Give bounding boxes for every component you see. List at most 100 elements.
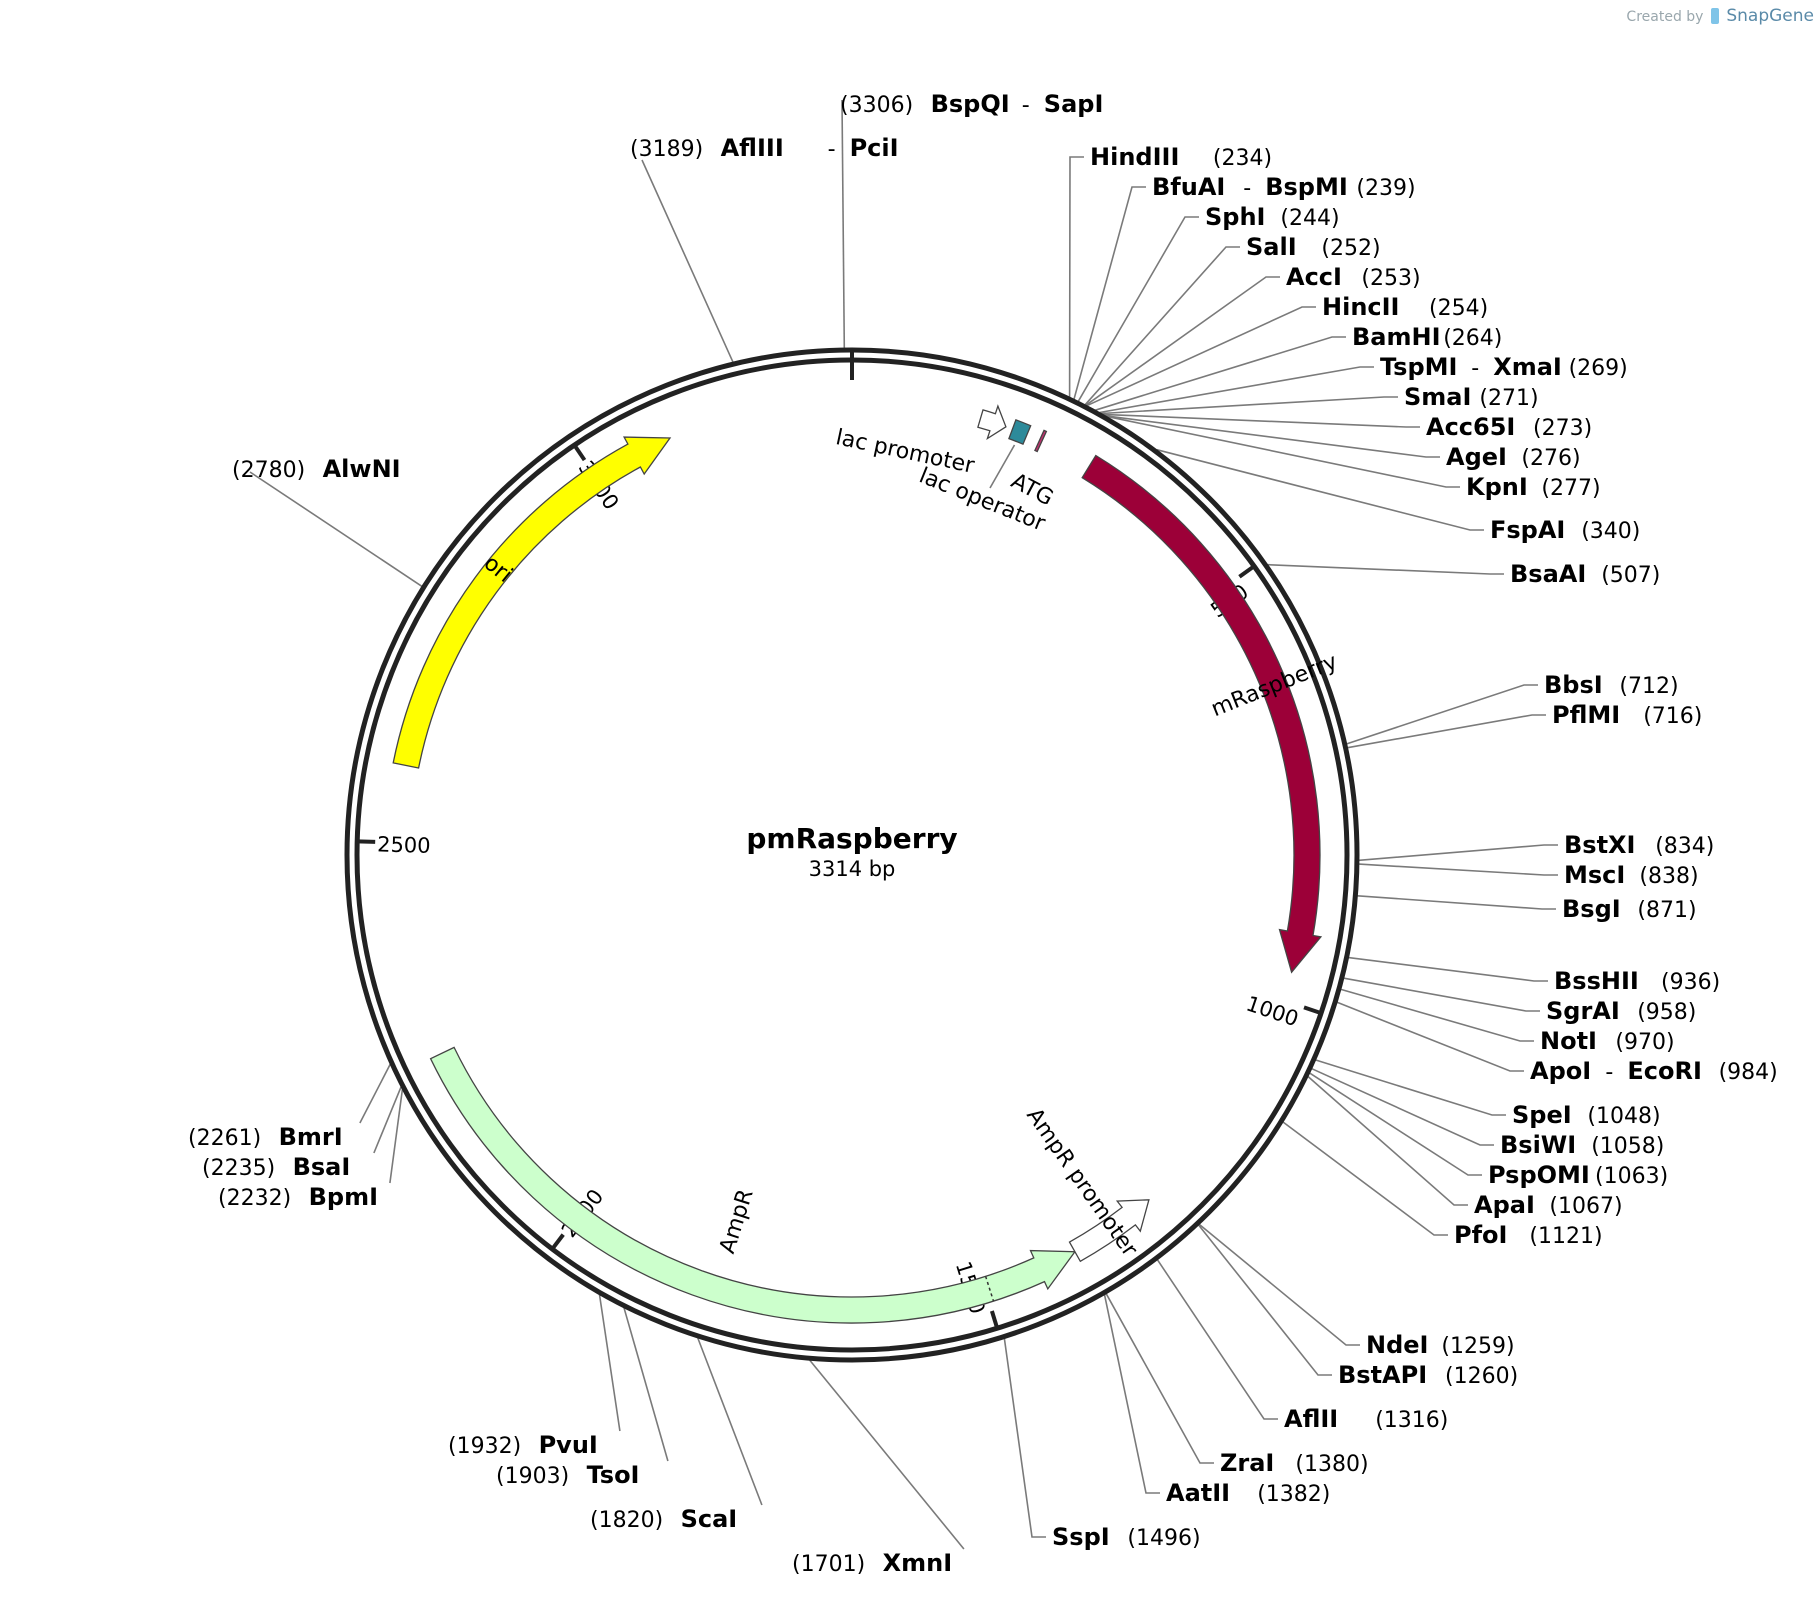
- site-leader-lines: [249, 99, 1558, 1550]
- feature-ori[interactable]: ori: [392, 436, 672, 769]
- site-pvui[interactable]: (1932) PvuI: [448, 1431, 598, 1459]
- tick-label-2500: 2500: [377, 832, 431, 857]
- site-pspomi[interactable]: PspOMI (1063): [1488, 1161, 1668, 1189]
- feature-shape-ampr-promoter[interactable]: [1068, 1199, 1150, 1263]
- site-zrai[interactable]: ZraI (1380): [1220, 1449, 1369, 1477]
- site-position: (1058): [1591, 1134, 1664, 1159]
- site-aflii[interactable]: AflII (1316): [1284, 1405, 1448, 1433]
- site-afliii[interactable]: (3189) AflIII - PciI: [630, 134, 899, 162]
- feature-shape-ori[interactable]: [392, 436, 672, 769]
- site-smai[interactable]: SmaI (271): [1404, 383, 1539, 411]
- feature-label-ampr: AmpR: [715, 1186, 759, 1256]
- site-name: BpmI: [309, 1183, 378, 1211]
- site-sgrai[interactable]: SgrAI (958): [1546, 997, 1696, 1025]
- site-position: (838): [1639, 864, 1698, 889]
- site-bpmi[interactable]: (2232) BpmI: [218, 1183, 378, 1211]
- site-leader-pvui: [598, 1294, 621, 1432]
- site-spei[interactable]: SpeI (1048): [1512, 1101, 1661, 1129]
- site-bfuai[interactable]: BfuAI - BspMI (239): [1152, 173, 1416, 201]
- site-leader-apai: [1307, 1075, 1468, 1206]
- site-leader-noti: [1340, 988, 1534, 1042]
- site-bbsi[interactable]: BbsI (712): [1544, 671, 1679, 699]
- site-bamhi[interactable]: BamHI (264): [1352, 323, 1502, 351]
- site-name-2: SapI: [1044, 90, 1104, 118]
- credit-created-by: Created by: [1626, 9, 1704, 25]
- site-leader-ndei: [1198, 1223, 1360, 1346]
- site-apoi[interactable]: ApoI - EcoRI (984): [1530, 1057, 1778, 1085]
- site-position: (1932): [448, 1434, 521, 1459]
- site-position: (269): [1569, 356, 1628, 381]
- site-msci[interactable]: MscI (838): [1564, 861, 1699, 889]
- feature-shape-lac-operator[interactable]: [1008, 418, 1032, 446]
- site-name: BbsI: [1544, 671, 1603, 699]
- site-bsiwi[interactable]: BsiWI (1058): [1500, 1131, 1664, 1159]
- site-leader-bbsi: [1346, 684, 1538, 745]
- site-bspqi[interactable]: (3306) BspQI - SapI: [840, 90, 1103, 118]
- site-bmri[interactable]: (2261) BmrI: [188, 1123, 343, 1151]
- site-tspmi[interactable]: TspMI - XmaI (269): [1380, 353, 1628, 381]
- site-separator: -: [1022, 93, 1030, 118]
- site-ndei[interactable]: NdeI (1259): [1366, 1331, 1515, 1359]
- site-pflmi[interactable]: PflMI (716): [1552, 701, 1702, 729]
- site-position: (1380): [1295, 1452, 1368, 1477]
- site-name: FspAI: [1490, 516, 1565, 544]
- site-position: (958): [1637, 1000, 1696, 1025]
- site-hincii[interactable]: HincII (254): [1322, 293, 1488, 321]
- feature-ampr[interactable]: AmpR: [429, 1046, 1077, 1324]
- site-leader-bsai: [373, 1086, 402, 1154]
- site-name: SspI: [1052, 1523, 1110, 1551]
- site-position: (254): [1429, 296, 1488, 321]
- site-name: TsoI: [587, 1461, 640, 1489]
- feature-mraspberry[interactable]: mRaspberry: [1081, 454, 1341, 974]
- feature-shape-mraspberry[interactable]: [1081, 454, 1323, 974]
- site-name: BsiWI: [1500, 1131, 1576, 1159]
- site-bsaai[interactable]: BsaAI (507): [1510, 560, 1660, 588]
- site-leader-alwni: [249, 471, 423, 588]
- site-agei[interactable]: AgeI (276): [1446, 443, 1581, 471]
- site-apai[interactable]: ApaI (1067): [1474, 1191, 1623, 1219]
- site-acci[interactable]: AccI (253): [1286, 263, 1421, 291]
- site-leader-spei: [1315, 1059, 1506, 1116]
- site-acc65i[interactable]: Acc65I (273): [1426, 413, 1592, 441]
- site-position: (2261): [188, 1126, 261, 1151]
- site-bsgi[interactable]: BsgI (871): [1562, 895, 1697, 923]
- site-pfoi[interactable]: PfoI (1121): [1454, 1221, 1603, 1249]
- site-separator: -: [1605, 1060, 1613, 1085]
- site-bsai[interactable]: (2235) BsaI: [202, 1153, 350, 1181]
- site-bsshii[interactable]: BssHII (936): [1554, 967, 1720, 995]
- site-leader-acci: [1085, 276, 1280, 406]
- site-scai[interactable]: (1820) ScaI: [590, 1505, 737, 1533]
- site-bstxi[interactable]: BstXI (834): [1564, 831, 1714, 859]
- feature-lac-promoter[interactable]: lac promoter: [834, 404, 1007, 479]
- site-name: PvuI: [539, 1431, 598, 1459]
- site-position: (253): [1361, 266, 1420, 291]
- site-sphi[interactable]: SphI (244): [1205, 203, 1340, 231]
- site-xmni[interactable]: (1701) XmnI: [792, 1549, 952, 1577]
- site-position: (984): [1719, 1060, 1778, 1085]
- site-leader-acc65i: [1102, 413, 1420, 428]
- site-sspi[interactable]: SspI (1496): [1052, 1523, 1201, 1551]
- site-position: (244): [1280, 206, 1339, 231]
- site-kpni[interactable]: KpnI (277): [1466, 473, 1601, 501]
- site-aatii[interactable]: AatII (1382): [1166, 1479, 1330, 1507]
- site-hindiii[interactable]: HindIII (234): [1090, 143, 1272, 171]
- site-leader-msci: [1358, 863, 1558, 876]
- feature-shape-ampr[interactable]: [429, 1046, 1077, 1324]
- site-noti[interactable]: NotI (970): [1540, 1027, 1675, 1055]
- site-bstapi[interactable]: BstAPI (1260): [1338, 1361, 1518, 1389]
- feature-shape-lac-promoter[interactable]: [977, 404, 1007, 441]
- feature-label-lac-promoter: lac promoter: [834, 425, 978, 479]
- site-fspai[interactable]: FspAI (340): [1490, 516, 1640, 544]
- site-sali[interactable]: SalI (252): [1246, 233, 1381, 261]
- site-alwni[interactable]: (2780) AlwNI: [232, 455, 401, 483]
- site-leader-aatii: [1103, 1294, 1160, 1494]
- feature-shape-atg[interactable]: [1034, 429, 1048, 453]
- site-leader-tsoi: [623, 1307, 669, 1462]
- site-position: (1260): [1445, 1364, 1518, 1389]
- site-name: HindIII: [1090, 143, 1179, 171]
- ampr-divider: [984, 1276, 995, 1302]
- site-position: (1259): [1441, 1334, 1514, 1359]
- site-tsoi[interactable]: (1903) TsoI: [496, 1461, 639, 1489]
- feature-ampr-promoter[interactable]: AmpR promoter: [1021, 1104, 1150, 1263]
